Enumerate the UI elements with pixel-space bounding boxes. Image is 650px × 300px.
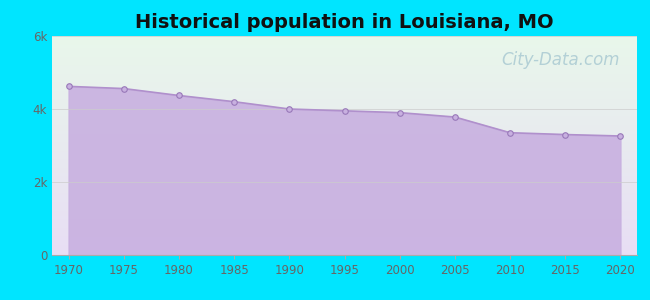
Title: Historical population in Louisiana, MO: Historical population in Louisiana, MO: [135, 13, 554, 32]
Text: City-Data.com: City-Data.com: [501, 51, 619, 69]
